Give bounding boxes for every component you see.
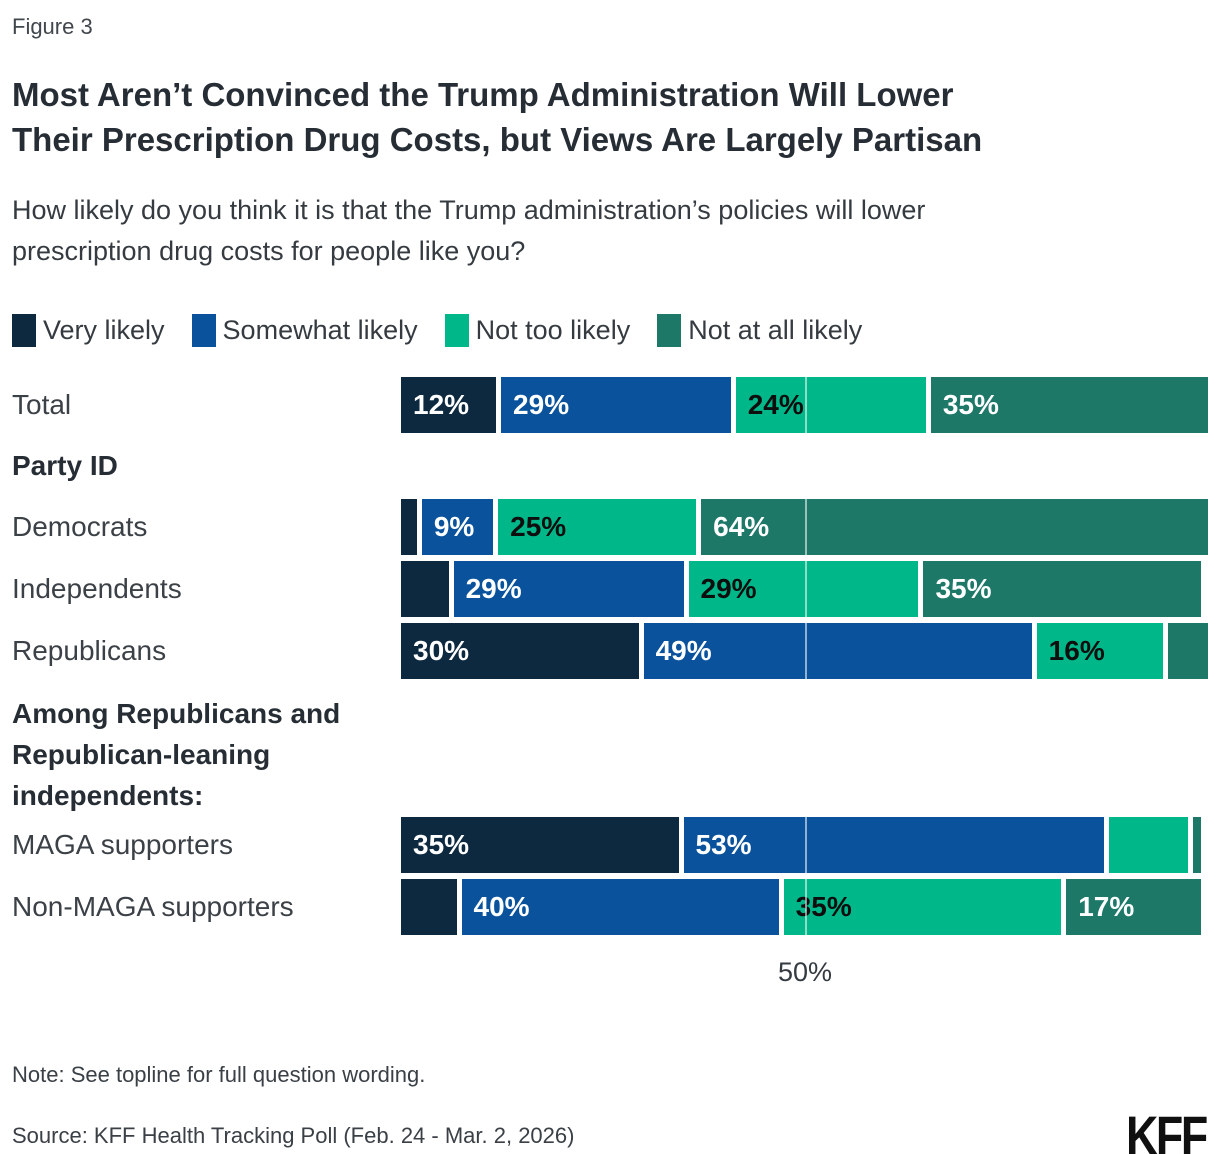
bar-segment-value: 25% [510,511,567,542]
bar-segment-value: 64% [713,511,770,542]
bar: 29% 29% 35% [401,561,1202,617]
bar-segment: 9% [421,499,494,555]
bar: 9% 25% 64% [401,499,1208,555]
figure-label: Figure 3 [12,14,93,39]
row-label: Independents [12,573,182,604]
legend-label: Very likely [43,314,165,345]
legend-swatch [444,313,469,347]
row-label: Non-MAGA supporters [12,891,294,922]
legend-item: Somewhat likely [191,313,418,347]
bar: 30% 49% 16% [401,623,1208,679]
bar-segment: 24% [735,377,926,433]
bar-segment-value: 53% [695,829,752,860]
bar-segment: 25% [498,499,697,555]
bar-row: Republicans 30% 49% 16% [12,623,1208,679]
bar-segment [401,561,449,617]
bar-segment [401,879,457,935]
bar-segment [1108,817,1189,873]
bar-row: Independents 29% 29% 35% [12,561,1208,617]
legend-swatch [12,313,36,347]
bar-segment-value: 35% [413,829,470,860]
bar-segment: 40% [461,879,779,935]
bar-segment: 35% [930,377,1209,433]
chart-title-line-1: Most Aren’t Convinced the Trump Administ… [12,76,954,113]
legend-swatch [191,313,216,347]
legend-label: Not at all likely [688,314,863,345]
chart-subtitle-line-2: prescription drug costs for people like … [12,236,526,266]
x-axis-tick-label: 50% [777,957,833,987]
bar-segment: 29% [688,561,919,617]
bar: 35% 53% [401,817,1201,873]
bar: 12% 29% 24% 35% [401,377,1209,433]
bar-segment-value: 35% [795,891,852,922]
kff-logo: KFF [1126,1104,1208,1154]
bar-segment [1168,623,1208,679]
bar-segment: 12% [401,377,497,433]
legend-item: Not at all likely [657,313,863,347]
bar-segment [401,499,417,555]
bar-segment-value: 24% [747,389,804,420]
bar-segment: 29% [501,377,731,433]
bar-segment-value: 12% [413,389,470,420]
chart-title: Most Aren’t Convinced the Trump Administ… [12,72,1208,162]
bar-segment-value: 49% [655,635,712,666]
bar-segment: 35% [783,879,1062,935]
source-row: Source: KFF Health Tracking Poll (Feb. 2… [12,1108,1208,1154]
bar-segment [1193,817,1201,873]
chart-subtitle: How likely do you think it is that the T… [12,190,1208,272]
bar-row: Non-MAGA supporters 40% 35% 17% [12,879,1208,935]
bar-segment: 29% [453,561,684,617]
chart-title-line-2: Their Prescription Drug Costs, but Views… [12,121,983,158]
bar-segment-value: 30% [413,635,470,666]
bar-segment: 16% [1036,623,1164,679]
bar-segment-value: 17% [1078,891,1135,922]
legend: Very likely Somewhat likely Not too likely… [12,312,1208,348]
chart-subtitle-line-1: How likely do you think it is that the T… [12,195,926,225]
bar-segment: 17% [1066,879,1201,935]
bar-segment-value: 35% [942,389,999,420]
bar-segment-value: 29% [465,573,522,604]
legend-item: Not too likely [444,313,631,347]
legend-swatch [657,313,682,347]
note-text: Note: See topline for full question word… [12,1062,426,1087]
bar-row: MAGA supporters 35% 53% [12,817,1208,873]
bar-segment-value: 40% [473,891,530,922]
bar-segment: 35% [401,817,679,873]
bar-segment-value: 35% [935,573,992,604]
bar-segment: 30% [401,623,639,679]
row-label: MAGA supporters [12,829,233,860]
section-header: Party ID [12,450,118,481]
bar: 40% 35% 17% [401,879,1201,935]
bar-segment-value: 9% [433,511,475,542]
bar-segment-value: 16% [1048,635,1105,666]
legend-label: Somewhat likely [222,314,418,345]
section-header: Among Republicans and Republican-leaning… [12,698,341,811]
row-label: Democrats [12,511,148,542]
row-label: Republicans [12,635,167,666]
row-label: Total [12,389,72,420]
legend-label: Not too likely [475,314,631,345]
bar-segment: 49% [643,623,1032,679]
bar-segment: 64% [701,499,1208,555]
stacked-bar-chart: Total 12% 29% 24% 35% Party ID Democrats 9% 25% 6… [12,377,1209,988]
bar-segment-value: 29% [700,573,757,604]
source-text: Source: KFF Health Tracking Poll (Feb. 2… [12,1123,575,1148]
bar-row: Total 12% 29% 24% 35% [12,377,1209,433]
legend-item: Very likely [12,313,165,347]
bar-segment: 53% [683,817,1104,873]
bar-row: Democrats 9% 25% 64% [12,499,1208,555]
bar-segment: 35% [923,561,1202,617]
bar-segment-value: 29% [513,389,570,420]
